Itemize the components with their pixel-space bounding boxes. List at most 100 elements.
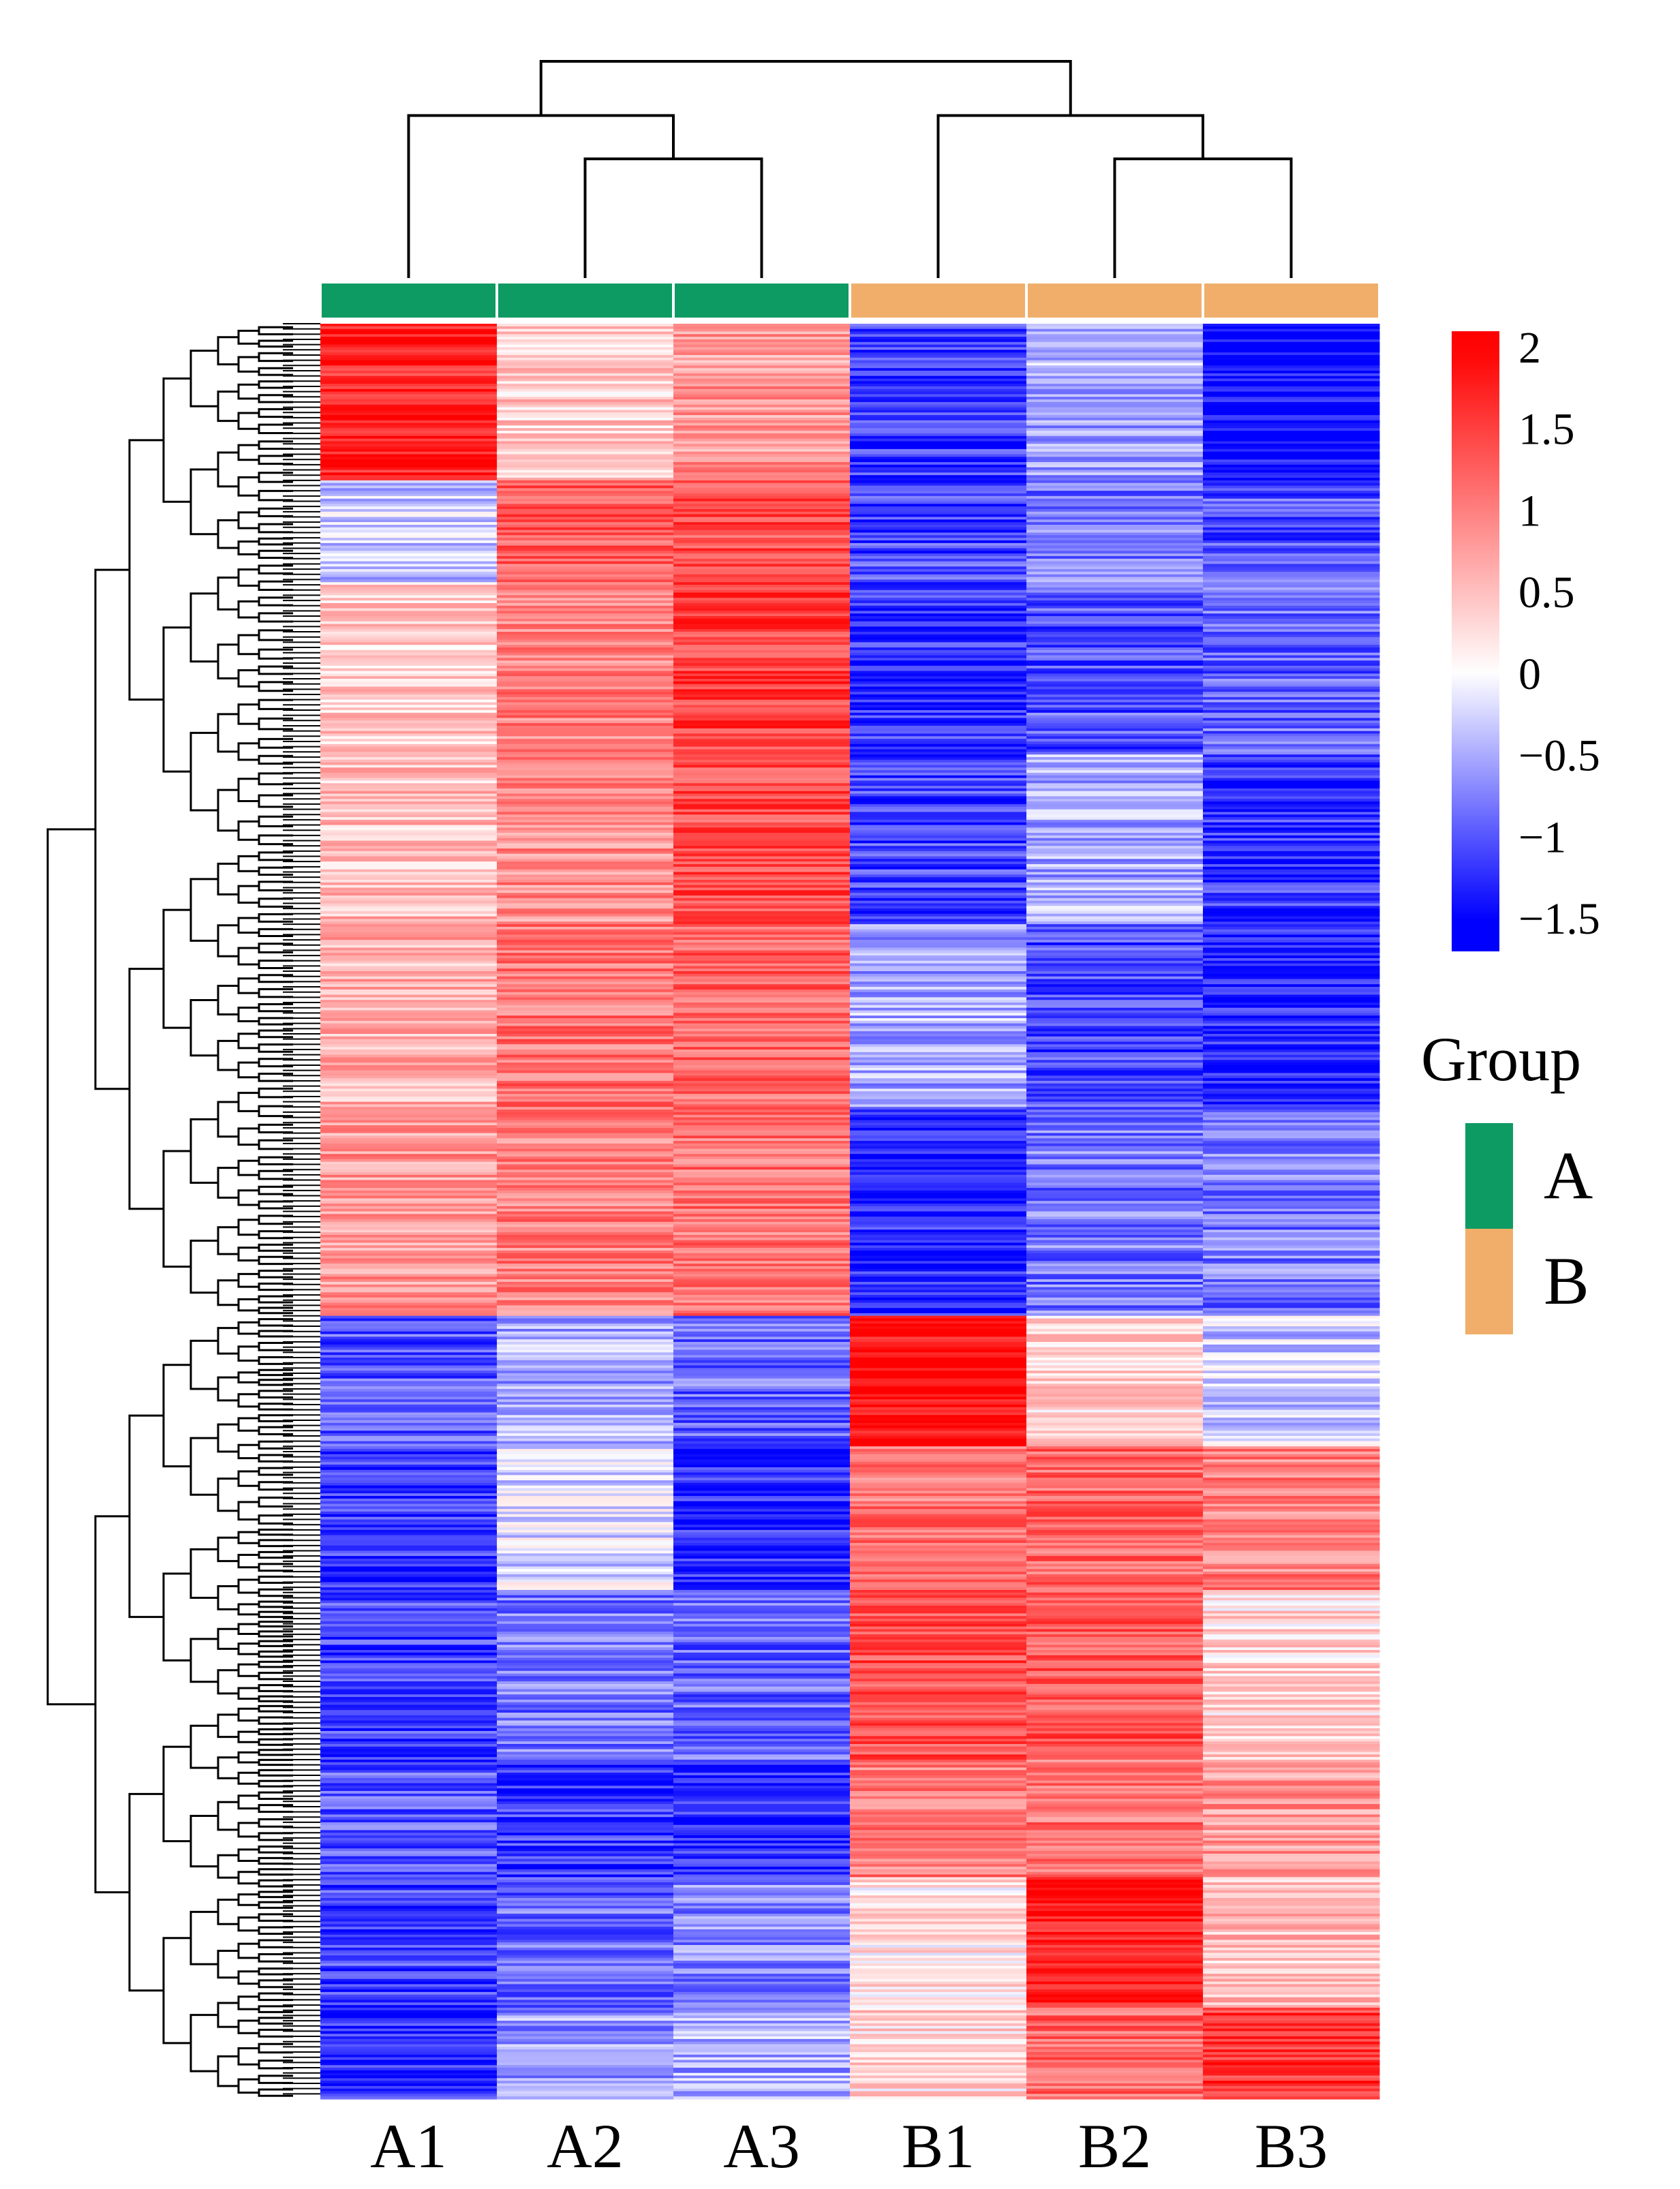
- heatmap-cell: [320, 1762, 498, 1766]
- heatmap-cell: [1203, 1078, 1380, 1082]
- heatmap-cell: [497, 441, 674, 444]
- heatmap-cell: [497, 457, 674, 460]
- heatmap-cell: [850, 579, 1027, 583]
- heatmap-cell: [1026, 475, 1204, 478]
- heatmap-cell: [320, 772, 498, 776]
- heatmap-cell: [850, 739, 1027, 742]
- heatmap-cell: [320, 553, 498, 557]
- heatmap-cell: [1203, 1404, 1380, 1408]
- heatmap-cell: [1026, 1780, 1204, 1784]
- heatmap-cell: [320, 352, 498, 356]
- heatmap-cell: [320, 538, 498, 541]
- heatmap-cell: [673, 1679, 851, 1682]
- heatmap-cell: [850, 600, 1027, 604]
- heatmap-cell: [497, 1365, 674, 1368]
- heatmap-cell: [320, 809, 498, 812]
- heatmap-cell: [1026, 746, 1204, 750]
- heatmap-cell: [673, 702, 851, 705]
- heatmap-cell: [1026, 530, 1204, 534]
- heatmap-cell: [850, 1214, 1027, 1217]
- heatmap-cell: [673, 1589, 851, 1593]
- heatmap-cell: [1203, 1485, 1380, 1489]
- heatmap-cell: [1026, 2005, 1204, 2008]
- heatmap-cell: [1203, 415, 1380, 418]
- heatmap-cell: [1203, 966, 1380, 969]
- heatmap-cell: [850, 370, 1027, 374]
- heatmap-cell: [850, 1895, 1027, 1899]
- heatmap-cell: [1026, 908, 1204, 912]
- heatmap-cell: [1026, 1328, 1204, 1332]
- heatmap-cell: [673, 360, 851, 364]
- heatmap-cell: [320, 2094, 498, 2097]
- heatmap-cell: [320, 1516, 498, 1520]
- heatmap-cell: [673, 538, 851, 541]
- heatmap-cell: [497, 517, 674, 520]
- heatmap-cell: [673, 1874, 851, 1878]
- heatmap-cell: [1026, 1157, 1204, 1160]
- heatmap-cell: [673, 1315, 851, 1319]
- heatmap-cell: [320, 1723, 498, 1726]
- heatmap-cell: [673, 483, 851, 487]
- heatmap-cell: [497, 1644, 674, 1648]
- heatmap-cell: [497, 1498, 674, 1502]
- heatmap-cell: [850, 689, 1027, 692]
- heatmap-cell: [320, 1188, 498, 1191]
- heatmap-cell: [673, 1023, 851, 1027]
- heatmap-cell: [850, 1608, 1027, 1612]
- heatmap-cell: [320, 587, 498, 591]
- heatmap-cell: [673, 1629, 851, 1632]
- heatmap-cell: [1203, 1864, 1380, 1867]
- heatmap-cell: [850, 684, 1027, 688]
- heatmap-cell: [850, 1133, 1027, 1136]
- row-dendrogram-branch: [217, 1713, 239, 1739]
- heatmap-cell: [850, 2000, 1027, 2003]
- heatmap-cell: [497, 945, 674, 949]
- heatmap-cell: [673, 621, 851, 625]
- heatmap-cell: [1203, 1525, 1380, 1528]
- heatmap-cell: [320, 1107, 498, 1110]
- heatmap-cell: [1026, 1065, 1204, 1069]
- heatmap-cell: [497, 756, 674, 761]
- row-dendrogram-branch: [237, 1730, 259, 1743]
- heatmap-cell: [850, 1402, 1027, 1405]
- heatmap-cell: [320, 2072, 498, 2077]
- heatmap-cell: [1026, 1177, 1204, 1181]
- heatmap-cell: [1203, 1300, 1380, 1304]
- heatmap-cell: [673, 1475, 851, 1478]
- heatmap-cell: [320, 728, 498, 732]
- heatmap-cell: [850, 921, 1027, 925]
- heatmap-cell: [850, 585, 1027, 588]
- heatmap-cell: [673, 1537, 851, 1541]
- heatmap-cell: [850, 1856, 1027, 1860]
- heatmap-cell: [320, 705, 498, 708]
- row-dendrogram-branch: [237, 540, 259, 555]
- heatmap-cell: [1203, 545, 1380, 549]
- heatmap-cell: [850, 1086, 1027, 1090]
- heatmap-cell: [497, 553, 674, 557]
- heatmap-cell: [497, 2025, 674, 2030]
- heatmap-cell: [497, 1449, 674, 1452]
- heatmap-cell: [1203, 506, 1380, 510]
- heatmap-cell: [1203, 2072, 1380, 2077]
- heatmap-cell: [320, 618, 498, 622]
- heatmap-cell: [1203, 441, 1380, 444]
- heatmap-cell: [1203, 1143, 1380, 1147]
- heatmap-cell: [320, 1295, 498, 1298]
- row-dendrogram-branch: [189, 350, 218, 408]
- heatmap-cell: [850, 435, 1027, 440]
- heatmap-cell: [1026, 1895, 1204, 1899]
- heatmap-cell: [1026, 1516, 1204, 1520]
- heatmap-cell: [320, 401, 498, 405]
- heatmap-cell: [1203, 1579, 1380, 1583]
- heatmap-cell: [1203, 561, 1380, 565]
- heatmap-cell: [673, 1148, 851, 1152]
- legend-entry-label: B: [1544, 1243, 1589, 1319]
- heatmap-cell: [1203, 2083, 1380, 2087]
- heatmap-cell: [1203, 1490, 1380, 1494]
- row-dendrogram-branch: [217, 643, 239, 679]
- row-dendrogram-branch: [217, 1279, 239, 1306]
- heatmap-cell: [1203, 692, 1380, 695]
- heatmap-cell: [1026, 410, 1204, 413]
- heatmap-cell: [1203, 1994, 1380, 1998]
